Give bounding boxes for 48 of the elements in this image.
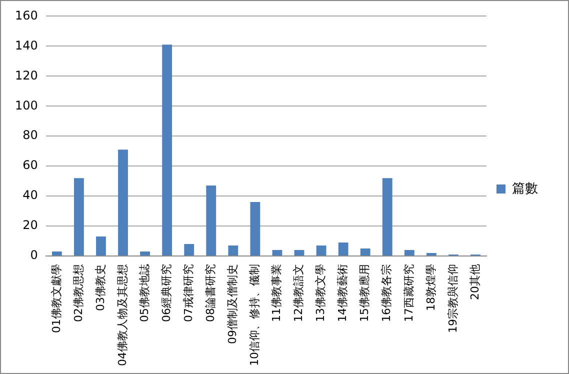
bar — [228, 246, 238, 256]
bar — [162, 44, 172, 256]
bar — [52, 252, 62, 256]
bar — [316, 246, 326, 256]
bar — [426, 253, 436, 256]
bar — [118, 150, 128, 256]
x-tick-label: 19宗教與信仰 — [446, 264, 460, 334]
x-tick-label: 07戒律研究 — [182, 264, 195, 322]
x-tick-label: 14佛教藝術 — [336, 264, 350, 322]
bar — [382, 178, 392, 256]
x-tick-label: 20其他 — [468, 264, 482, 300]
x-tick-label: 05佛教地誌 — [138, 264, 151, 322]
bar — [338, 242, 348, 256]
x-tick-label: 02佛教思想 — [72, 264, 85, 322]
x-tick-label: 12佛教語文 — [292, 264, 306, 322]
x-tick-label: 18敦煌學 — [424, 264, 438, 312]
bar — [294, 250, 304, 256]
x-tick-label: 13佛教文學 — [314, 264, 328, 322]
x-tick-label: 17西藏研究 — [402, 264, 416, 322]
y-tick-label: 100 — [15, 98, 38, 112]
x-tick-label: 15佛教應用 — [358, 264, 372, 322]
bar — [360, 248, 370, 256]
bar — [74, 178, 84, 256]
bar — [250, 202, 260, 256]
x-tick-label: 10信仰、修持、儀制 — [248, 264, 262, 366]
x-tick-label: 08論書研究 — [204, 264, 217, 322]
y-tick-label: 140 — [15, 38, 38, 52]
x-tick-label: 11佛教事業 — [270, 264, 284, 322]
bar — [272, 250, 282, 256]
x-tick-label: 03佛教史 — [94, 264, 107, 312]
bar — [96, 236, 106, 256]
y-tick-label: 0 — [30, 248, 38, 262]
y-tick-label: 60 — [22, 158, 38, 172]
bar — [206, 186, 216, 256]
x-tick-label: 04佛教人物及其思想 — [116, 264, 129, 366]
y-tick-label: 160 — [15, 8, 38, 22]
bar — [184, 244, 194, 256]
y-tick-label: 40 — [22, 188, 38, 202]
bar — [140, 252, 150, 256]
legend-label: 篇數 — [512, 181, 538, 196]
y-tick-label: 120 — [15, 68, 38, 82]
bar — [404, 250, 414, 256]
x-tick-label: 16佛教各宗 — [380, 264, 394, 322]
x-tick-label: 06經典研究 — [160, 264, 173, 322]
x-tick-label: 09僧制及僧制史 — [226, 264, 240, 344]
y-tick-label: 80 — [22, 128, 38, 142]
y-tick-label: 20 — [22, 218, 38, 232]
x-tick-label: 01佛教文獻學 — [50, 264, 63, 334]
